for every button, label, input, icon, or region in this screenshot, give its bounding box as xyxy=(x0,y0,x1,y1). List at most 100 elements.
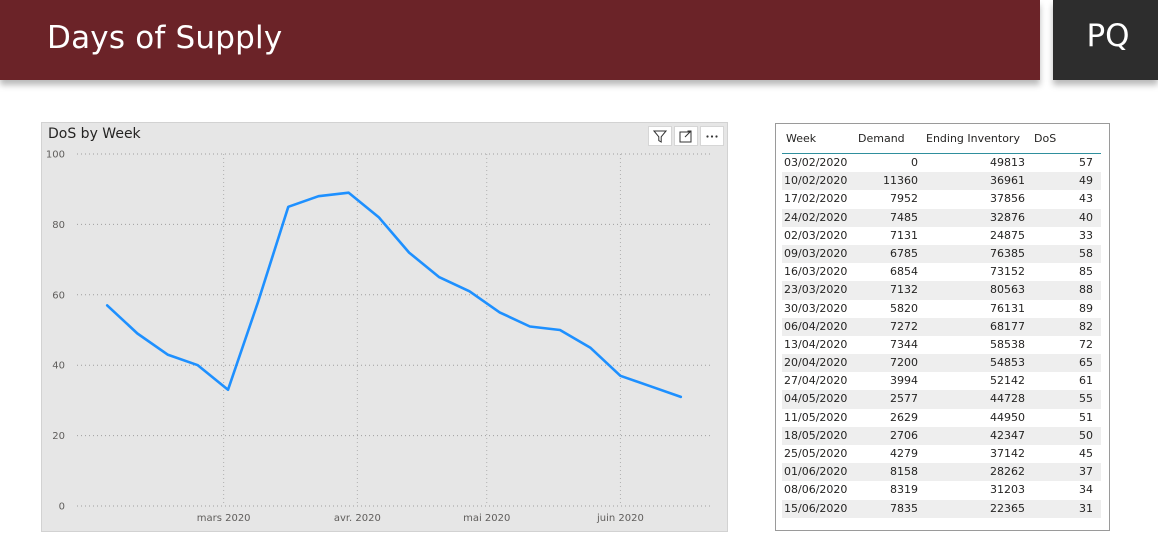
y-tick-label: 0 xyxy=(59,502,65,513)
data-point xyxy=(527,324,532,329)
more-options-icon[interactable] xyxy=(700,126,724,146)
table-row[interactable]: 18/05/2020 2706 42347 50 xyxy=(782,426,1101,445)
table-row[interactable]: 16/03/2020 6854 73152 85 xyxy=(782,263,1101,281)
dos-cell: 89 xyxy=(1079,301,1093,315)
table-row[interactable]: 02/03/2020 7131 24875 33 xyxy=(782,227,1101,245)
table-row[interactable]: 11/05/2020 2629 44950 51 xyxy=(782,409,1101,427)
page-title: Days of Supply xyxy=(47,20,283,56)
table-row[interactable]: 25/05/2020 4279 37142 45 xyxy=(782,445,1101,463)
table-header-demand[interactable]: Demand xyxy=(858,132,905,145)
y-tick-label: 20 xyxy=(52,431,65,442)
data-point xyxy=(648,384,653,389)
data-point xyxy=(256,299,261,304)
demand-cell: 4279 xyxy=(890,447,918,460)
table-row[interactable]: 03/02/2020 0 49813 57 xyxy=(782,154,1101,172)
demand-cell: 0 xyxy=(911,156,918,169)
table-header-ending-inventory[interactable]: Ending Inventory xyxy=(926,132,1020,145)
dos-cell: 40 xyxy=(1079,210,1093,224)
week-cell: 15/06/2020 xyxy=(784,501,848,515)
ending-inventory-cell: 42347 xyxy=(990,428,1025,442)
table-row[interactable]: 06/04/2020 7272 68177 82 xyxy=(782,317,1101,336)
table-header-divider xyxy=(782,153,1101,154)
ending-inventory-cell: 52142 xyxy=(990,374,1025,388)
demand-cell: 6854 xyxy=(890,265,918,279)
week-cell: 02/03/2020 xyxy=(784,228,848,242)
demand-cell: 2706 xyxy=(890,428,918,442)
focus-mode-icon[interactable] xyxy=(674,126,698,146)
table-header-dos[interactable]: DoS xyxy=(1034,132,1057,145)
table-row[interactable]: 10/02/2020 11360 36961 49 xyxy=(782,172,1101,191)
demand-cell: 2629 xyxy=(890,410,918,424)
ending-inventory-cell: 22365 xyxy=(990,501,1025,515)
week-cell: 20/04/2020 xyxy=(784,356,848,370)
filter-icon[interactable] xyxy=(648,126,672,146)
demand-cell: 11360 xyxy=(883,174,918,188)
ending-inventory-cell: 44950 xyxy=(990,410,1025,424)
table-row[interactable]: 04/05/2020 2577 44728 55 xyxy=(782,390,1101,409)
week-cell: 13/04/2020 xyxy=(784,337,848,351)
dos-cell: 50 xyxy=(1079,428,1093,442)
dos-cell: 58 xyxy=(1079,246,1093,260)
line-chart-visual[interactable]: 0 20 40 60 80 100 mars 2020 avr. 2020 mai 2020 ju… xyxy=(41,122,728,532)
ending-inventory-cell: 36961 xyxy=(990,174,1025,188)
ending-inventory-cell: 37142 xyxy=(990,447,1025,460)
demand-cell: 7200 xyxy=(890,356,918,370)
data-point xyxy=(346,190,351,195)
demand-cell: 2577 xyxy=(890,392,918,406)
chart-title: DoS by Week xyxy=(48,126,141,142)
demand-cell: 7952 xyxy=(890,192,918,206)
table-row[interactable]: 30/03/2020 5820 76131 89 xyxy=(782,300,1101,318)
ending-inventory-cell: 68177 xyxy=(990,319,1025,333)
dos-cell: 37 xyxy=(1079,465,1093,479)
demand-cell: 7272 xyxy=(890,319,918,333)
dos-cell: 88 xyxy=(1079,283,1093,297)
table-row[interactable]: 20/04/2020 7200 54853 65 xyxy=(782,354,1101,373)
week-cell: 23/03/2020 xyxy=(784,283,848,297)
table-row[interactable]: 09/03/2020 6785 76385 58 xyxy=(782,244,1101,264)
week-cell: 11/05/2020 xyxy=(784,410,848,424)
demand-cell: 5820 xyxy=(890,301,918,315)
data-point xyxy=(467,289,472,294)
ending-inventory-cell: 73152 xyxy=(990,265,1025,279)
week-cell: 04/05/2020 xyxy=(784,392,848,406)
demand-cell: 7132 xyxy=(890,283,918,297)
table-header-week[interactable]: Week xyxy=(786,132,817,145)
x-tick-label: avr. 2020 xyxy=(334,513,381,524)
visual-header-toolbar xyxy=(648,126,724,146)
data-point xyxy=(135,331,140,336)
week-cell: 09/03/2020 xyxy=(784,246,848,260)
data-point xyxy=(316,194,321,199)
dos-cell: 43 xyxy=(1079,192,1093,206)
logo-badge: PQ xyxy=(1053,0,1158,80)
y-tick-label: 60 xyxy=(52,290,65,301)
ending-inventory-cell: 76385 xyxy=(990,246,1025,260)
week-cell: 01/06/2020 xyxy=(784,465,848,479)
table-row[interactable]: 27/04/2020 3994 52142 61 xyxy=(782,372,1101,390)
week-cell: 10/02/2020 xyxy=(784,174,848,188)
ending-inventory-cell: 37856 xyxy=(990,192,1025,206)
data-point xyxy=(558,328,563,333)
table-row[interactable]: 23/03/2020 7132 80563 88 xyxy=(782,281,1101,300)
data-point xyxy=(588,345,593,350)
demand-cell: 7835 xyxy=(890,501,918,515)
ending-inventory-cell: 54853 xyxy=(990,356,1025,370)
table-row[interactable]: 13/04/2020 7344 58538 72 xyxy=(782,336,1101,354)
table-row[interactable]: 17/02/2020 7952 37856 43 xyxy=(782,190,1101,208)
table-row[interactable]: 15/06/2020 7835 22365 31 xyxy=(782,499,1101,518)
data-point xyxy=(437,275,442,280)
week-cell: 16/03/2020 xyxy=(784,265,848,279)
data-point xyxy=(286,204,291,209)
dos-cell: 45 xyxy=(1079,447,1093,460)
data-point xyxy=(105,303,110,308)
table-row[interactable]: 24/02/2020 7485 32876 40 xyxy=(782,208,1101,227)
ending-inventory-cell: 31203 xyxy=(990,483,1025,497)
dos-series-line xyxy=(105,191,683,399)
week-cell: 18/05/2020 xyxy=(784,428,848,442)
y-tick-label: 100 xyxy=(46,150,65,161)
ending-inventory-cell: 80563 xyxy=(990,283,1025,297)
table-row[interactable]: 01/06/2020 8158 28262 37 xyxy=(782,463,1101,482)
dos-table[interactable]: Week Demand Ending Inventory DoS 03/02/2… xyxy=(775,123,1110,531)
dos-cell: 55 xyxy=(1079,392,1093,406)
x-tick-label: juin 2020 xyxy=(596,513,644,524)
table-row[interactable]: 08/06/2020 8319 31203 34 xyxy=(782,481,1101,499)
